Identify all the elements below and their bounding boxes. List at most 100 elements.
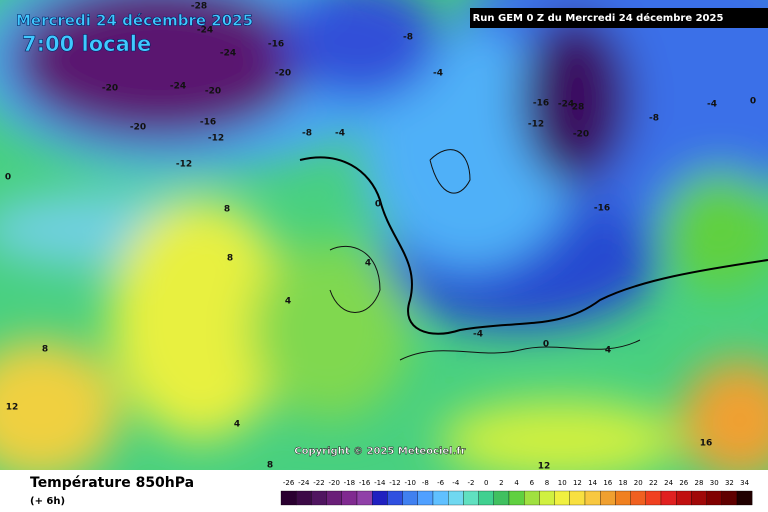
scale-label: 24 [664,479,673,487]
scale-label: -6 [437,479,445,487]
contour-label: 8 [42,345,48,355]
scale-swatch [508,490,525,506]
scale-label: 16 [603,479,612,487]
scale-swatch [448,490,464,506]
zero-isotherm [299,156,768,335]
scale-swatch [296,490,312,506]
contour-label: 4 [234,420,240,430]
contour-label: 4 [365,259,371,269]
scale-swatch [736,490,753,506]
contour-label: -8 [302,129,312,139]
scale-label: -2 [468,479,475,487]
contour-label: -12 [528,120,544,130]
scale-label: -26 [283,479,295,487]
contour-label: 0 [750,97,756,107]
contour-label: -16 [200,118,216,128]
scale-label: 2 [499,479,503,487]
scale-label: -8 [422,479,429,487]
contour-label: -4 [335,129,345,139]
scale-swatch [311,490,327,506]
scale-swatch [630,490,646,506]
scale-swatch [584,490,601,506]
contour-label: 4 [285,297,291,307]
scale-label: -18 [344,479,355,487]
color-scale: -26 -24 -22 -20 -18 -16 -14 -12 -10 -8 -6 -4 -2 0 2 4 6 8… [280,479,753,506]
contour-label: 0 [5,173,11,183]
scale-label: 0 [484,479,488,487]
scale-label: -16 [359,479,371,487]
scale-label: 6 [530,479,535,487]
contour-label: -20 [205,87,221,97]
scale-swatch [645,490,662,506]
scale-label: -10 [404,479,415,487]
run-box [470,8,768,28]
scale-label: 30 [710,479,719,487]
scale-label: 28 [695,479,704,487]
scale-swatch [539,490,555,506]
contour-label: 12 [6,403,19,413]
scale-label: -14 [374,479,386,487]
contour-label: 4 [605,346,611,356]
scale-label: 22 [649,479,658,487]
scale-label: 32 [725,479,734,487]
contour-label: 8 [267,461,273,471]
contour-label: 0 [543,340,549,350]
scale-swatch [721,490,738,506]
scale-swatch [524,490,540,506]
contour-label: -20 [102,84,118,94]
scale-label: 20 [634,479,643,487]
footer-subtitle: (+ 6h) [30,496,65,507]
scale-label: 34 [740,479,749,487]
contour-label: -12 [208,134,224,144]
scale-swatch [402,490,418,506]
coastline [329,149,641,361]
contour-label: 12 [538,462,551,472]
contour-label: -16 [268,40,284,50]
scale-swatch [676,490,692,506]
contour-label: -20 [275,69,291,79]
scale-swatch [356,490,373,506]
date-label: Mercredi 24 décembre 2025 [16,12,253,30]
contour-label: -20 [130,123,146,133]
scale-label: 8 [545,479,549,487]
scale-swatch [372,490,388,506]
scale-swatch [493,490,510,506]
contour-label: -28 [191,2,207,12]
time-label: 7:00 locale [22,32,151,56]
contour-label: 28 [572,103,585,113]
footer-title: Température 850hPa [30,475,194,491]
temperature-field [0,0,768,480]
contour-label: 0 [375,200,381,210]
scale-swatch [600,490,616,506]
scale-swatch [463,490,479,506]
scale-swatch [660,490,677,506]
contour-label: -8 [403,33,413,43]
scale-label: 10 [558,479,567,487]
contour-label: -4 [707,100,717,110]
scale-label: -22 [313,479,324,487]
contour-label: 8 [227,254,233,264]
scale-label: -20 [328,479,339,487]
contour-label: -24 [558,100,574,110]
scale-label: 4 [514,479,519,487]
contour-label: 8 [224,205,230,215]
contour-label: -8 [649,114,659,124]
scale-label: 18 [619,479,628,487]
scale-label: 12 [573,479,582,487]
contour-label: 16 [700,439,713,449]
run-label: Run GEM 0 Z du Mercredi 24 décembre 2025 [473,12,724,24]
scale-swatch [387,490,403,506]
contour-label: -4 [433,69,443,79]
scale-swatch [615,490,631,506]
contour-label: -4 [473,330,483,340]
scale-label: 26 [679,479,688,487]
scale-swatch [554,490,570,506]
contour-label: -16 [533,99,549,109]
scale-swatch [280,490,297,506]
scale-swatch [341,490,358,506]
contour-label: -24 [197,26,213,36]
scale-swatch [706,490,722,506]
scale-label: -4 [452,479,460,487]
contour-label: -24 [220,49,236,59]
